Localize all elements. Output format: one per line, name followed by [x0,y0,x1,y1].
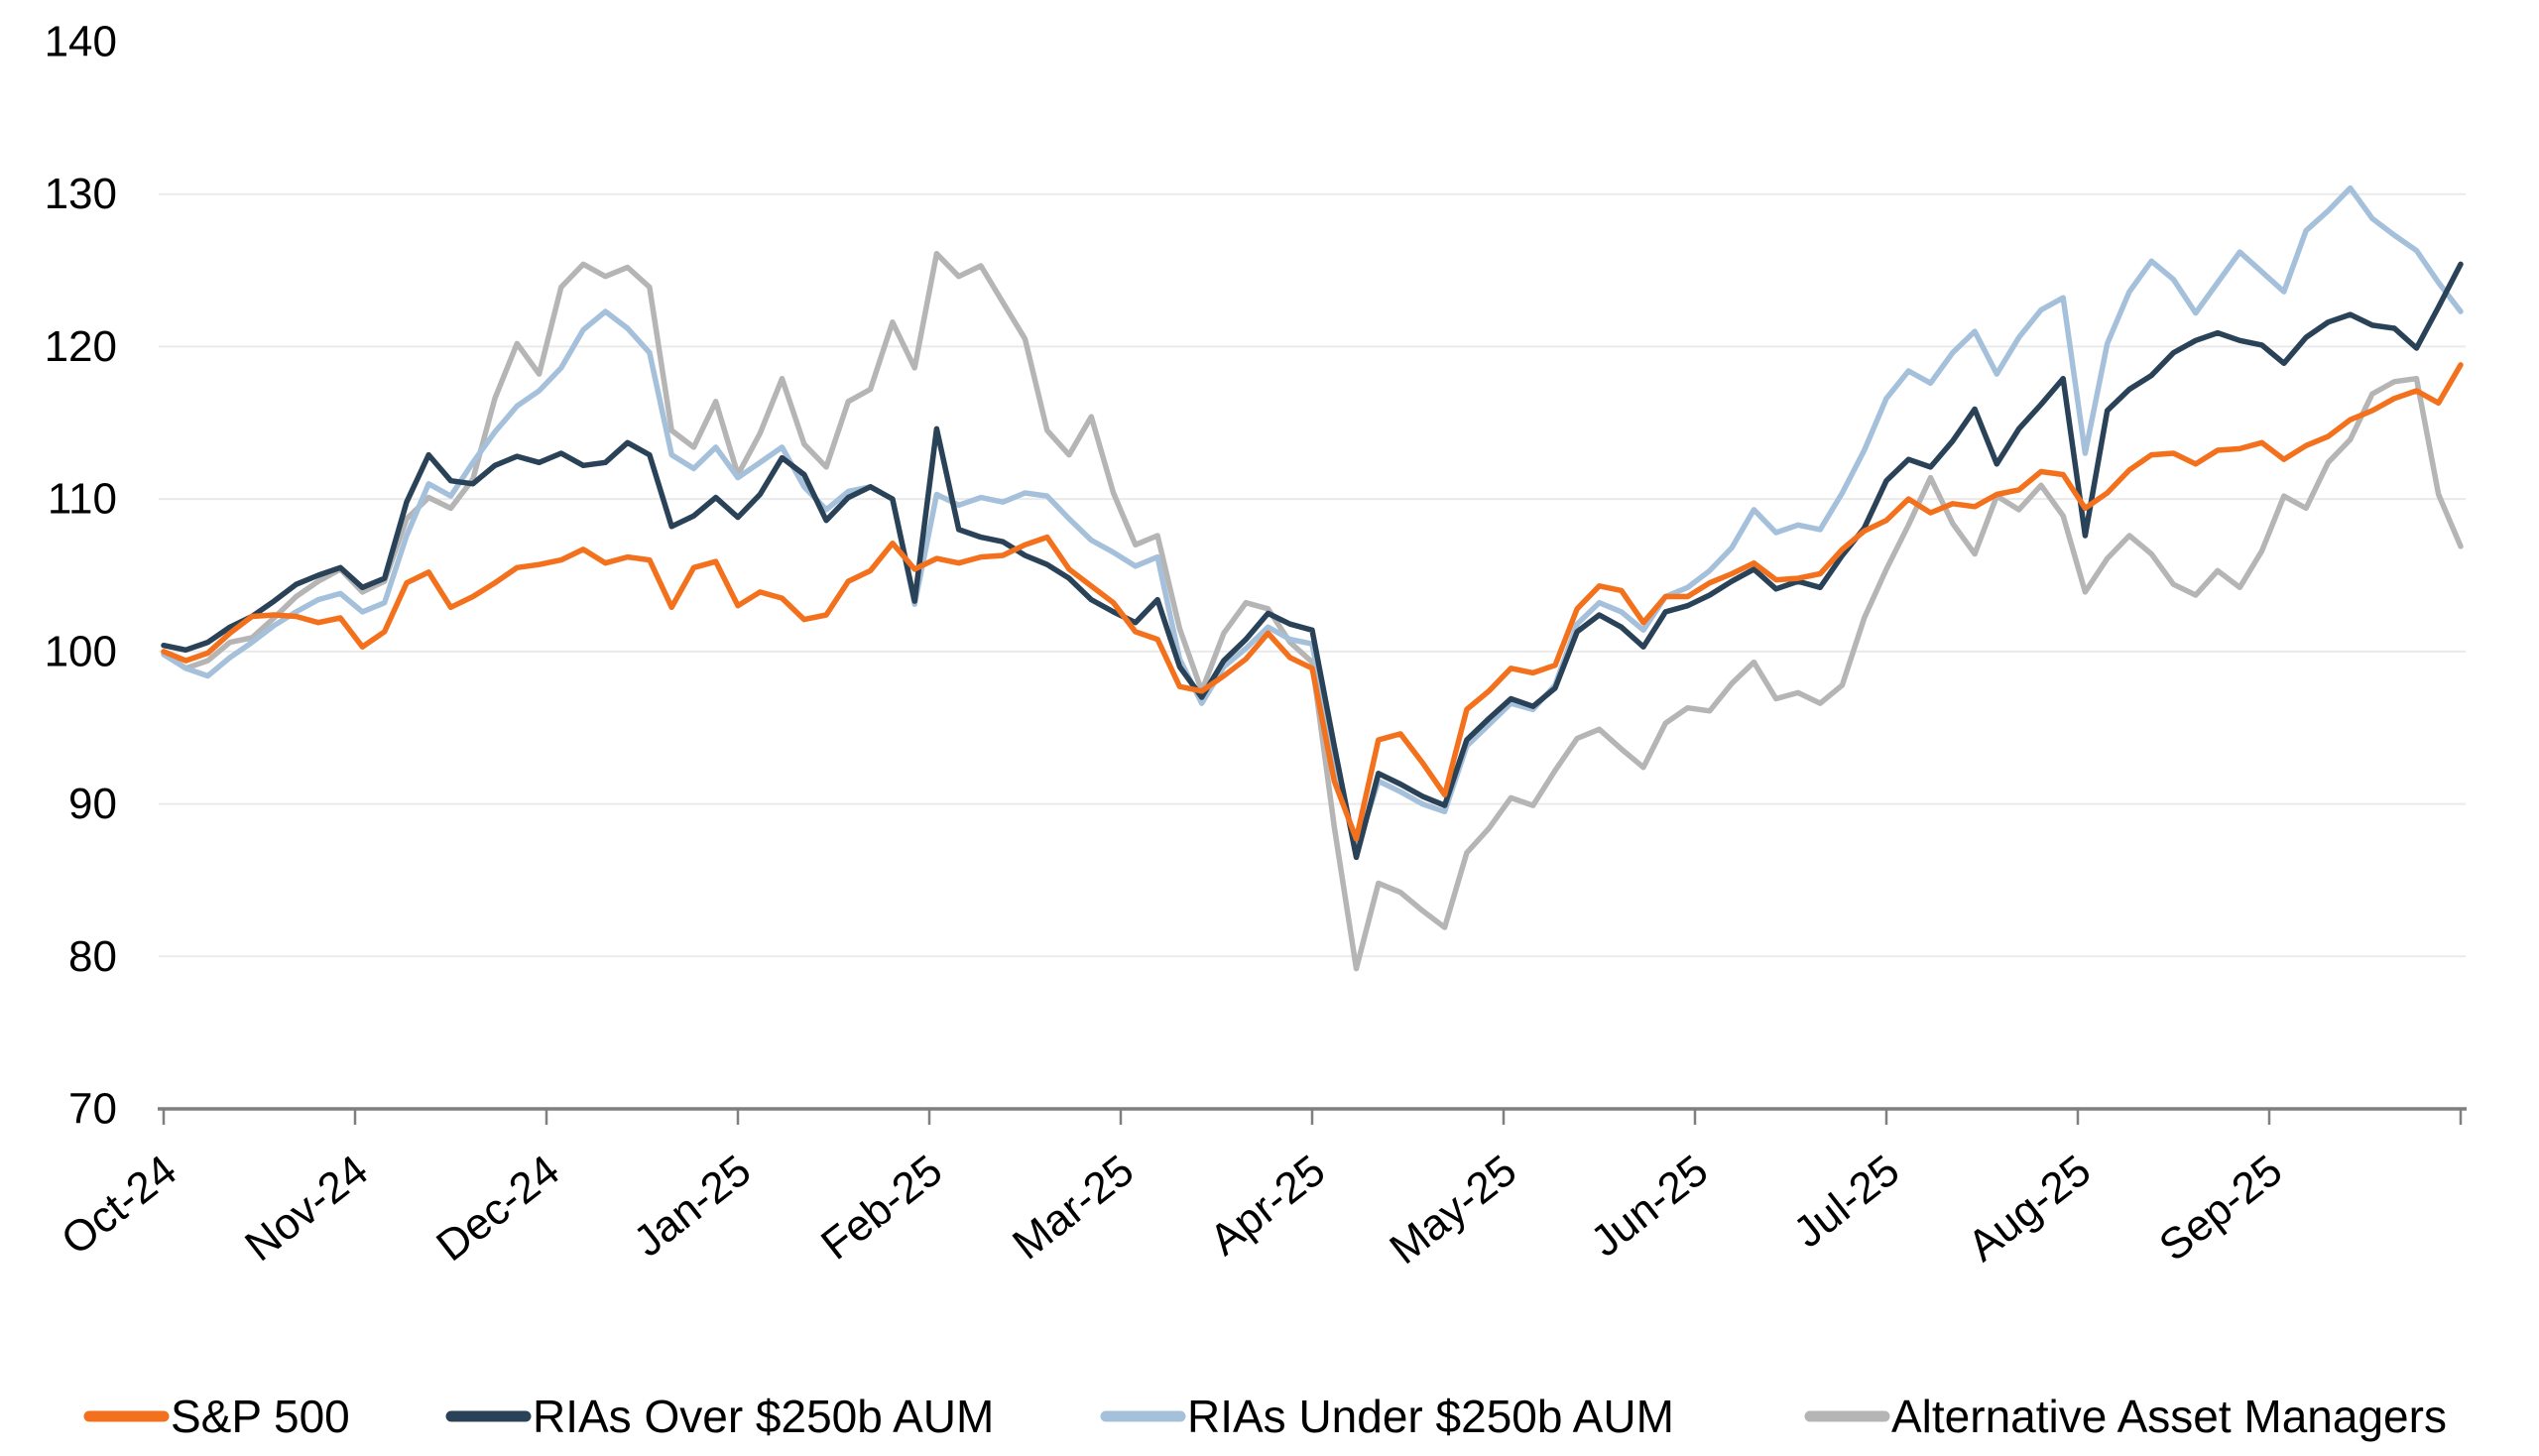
x-tick-label-Apr-25: Apr-25 [1201,1146,1334,1265]
series-line-rias-over-250b-aum [161,261,2464,861]
legend-label-alt-asset-managers: Alternative Asset Managers [1891,1391,2447,1442]
x-tick-label-Oct-24: Oct-24 [53,1146,185,1265]
y-tick-label-140: 140 [45,18,117,66]
x-tick-label-Jun-25: Jun-25 [1582,1146,1717,1266]
x-tick-label-May-25: May-25 [1381,1146,1525,1274]
x-tick-label-Sep-25: Sep-25 [2150,1146,2291,1271]
series-line-s-p-500 [161,362,2464,842]
x-tick-label-Jul-25: Jul-25 [1785,1146,1909,1257]
y-tick-label-80: 80 [68,932,117,981]
y-tick-label-70: 70 [68,1085,117,1134]
gridlines [159,192,2466,958]
series-line-rias-under-250b-aum [161,184,2464,853]
x-tick-label-Feb-25: Feb-25 [812,1146,951,1269]
legend-label-rias-under-250b: RIAs Under $250b AUM [1187,1391,1674,1442]
x-tick-label-Nov-24: Nov-24 [236,1146,377,1271]
x-axis-labels: Oct-24 Nov-24 Dec-24 Jan-25 Feb-25 Mar-25 Apr-… [53,1146,2291,1274]
legend-label-sp500: S&P 500 [171,1391,350,1442]
y-tick-label-110: 110 [48,475,117,524]
y-tick-label-90: 90 [68,780,117,828]
y-axis-labels: 140 130 120 110 100 90 80 70 [45,18,117,1134]
y-tick-label-100: 100 [45,627,117,675]
series-line-alternative-asset-managers [161,250,2464,972]
x-tick-label-Jan-25: Jan-25 [625,1146,760,1266]
x-tick-label-Dec-24: Dec-24 [427,1146,568,1271]
y-tick-label-130: 130 [45,170,117,218]
axes [158,1107,2467,1125]
series-lines [161,184,2464,972]
x-tick-label-Aug-25: Aug-25 [1959,1146,2100,1271]
legend-label-rias-over-250b: RIAs Over $250b AUM [533,1391,994,1442]
x-tick-label-Mar-25: Mar-25 [1004,1146,1143,1269]
y-tick-label-120: 120 [45,322,117,371]
chart-legend: S&P 500 RIAs Over $250b AUM RIAs Under $… [83,1391,2447,1442]
